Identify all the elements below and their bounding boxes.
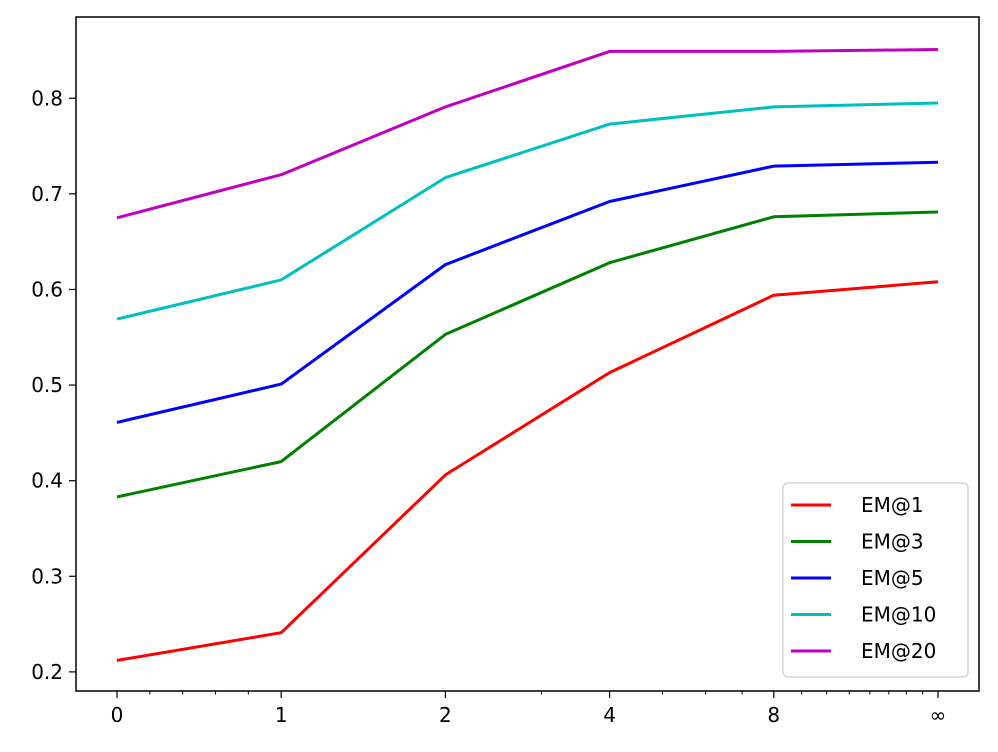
legend-label: EM@10 [861,603,936,627]
x-tick-label: 1 [275,703,288,727]
y-tick-label: 0.6 [31,277,63,301]
y-tick-label: 0.4 [31,469,63,493]
series-line [116,210,939,499]
x-axis: 0 1 2 4 8 ∞ [111,691,947,727]
y-axis: 0.2 0.3 0.4 0.5 0.6 0.7 0.8 [31,86,76,684]
legend-label: EM@1 [861,493,924,517]
series-line [116,280,939,662]
x-tick-label: 4 [603,703,616,727]
series-line [116,48,939,220]
y-tick-label: 0.2 [31,660,63,684]
series-line [116,101,939,321]
legend: EM@1 EM@3 EM@5 EM@10 EM@20 [782,482,969,678]
x-minor-ticks [149,691,924,695]
x-tick-label: 2 [439,703,452,727]
x-tick-label: ∞ [930,703,947,727]
y-tick-label: 0.7 [31,182,63,206]
y-tick-label: 0.5 [31,373,63,397]
y-tick-label: 0.8 [31,86,63,110]
legend-label: EM@3 [861,530,924,554]
x-tick-label: 0 [111,703,124,727]
y-tick-label: 0.3 [31,564,63,588]
series-line [116,160,939,424]
series-lines [116,48,939,662]
legend-box [782,482,969,678]
x-tick-label: 8 [767,703,780,727]
legend-label: EM@20 [861,639,936,663]
legend-label: EM@5 [861,566,924,590]
